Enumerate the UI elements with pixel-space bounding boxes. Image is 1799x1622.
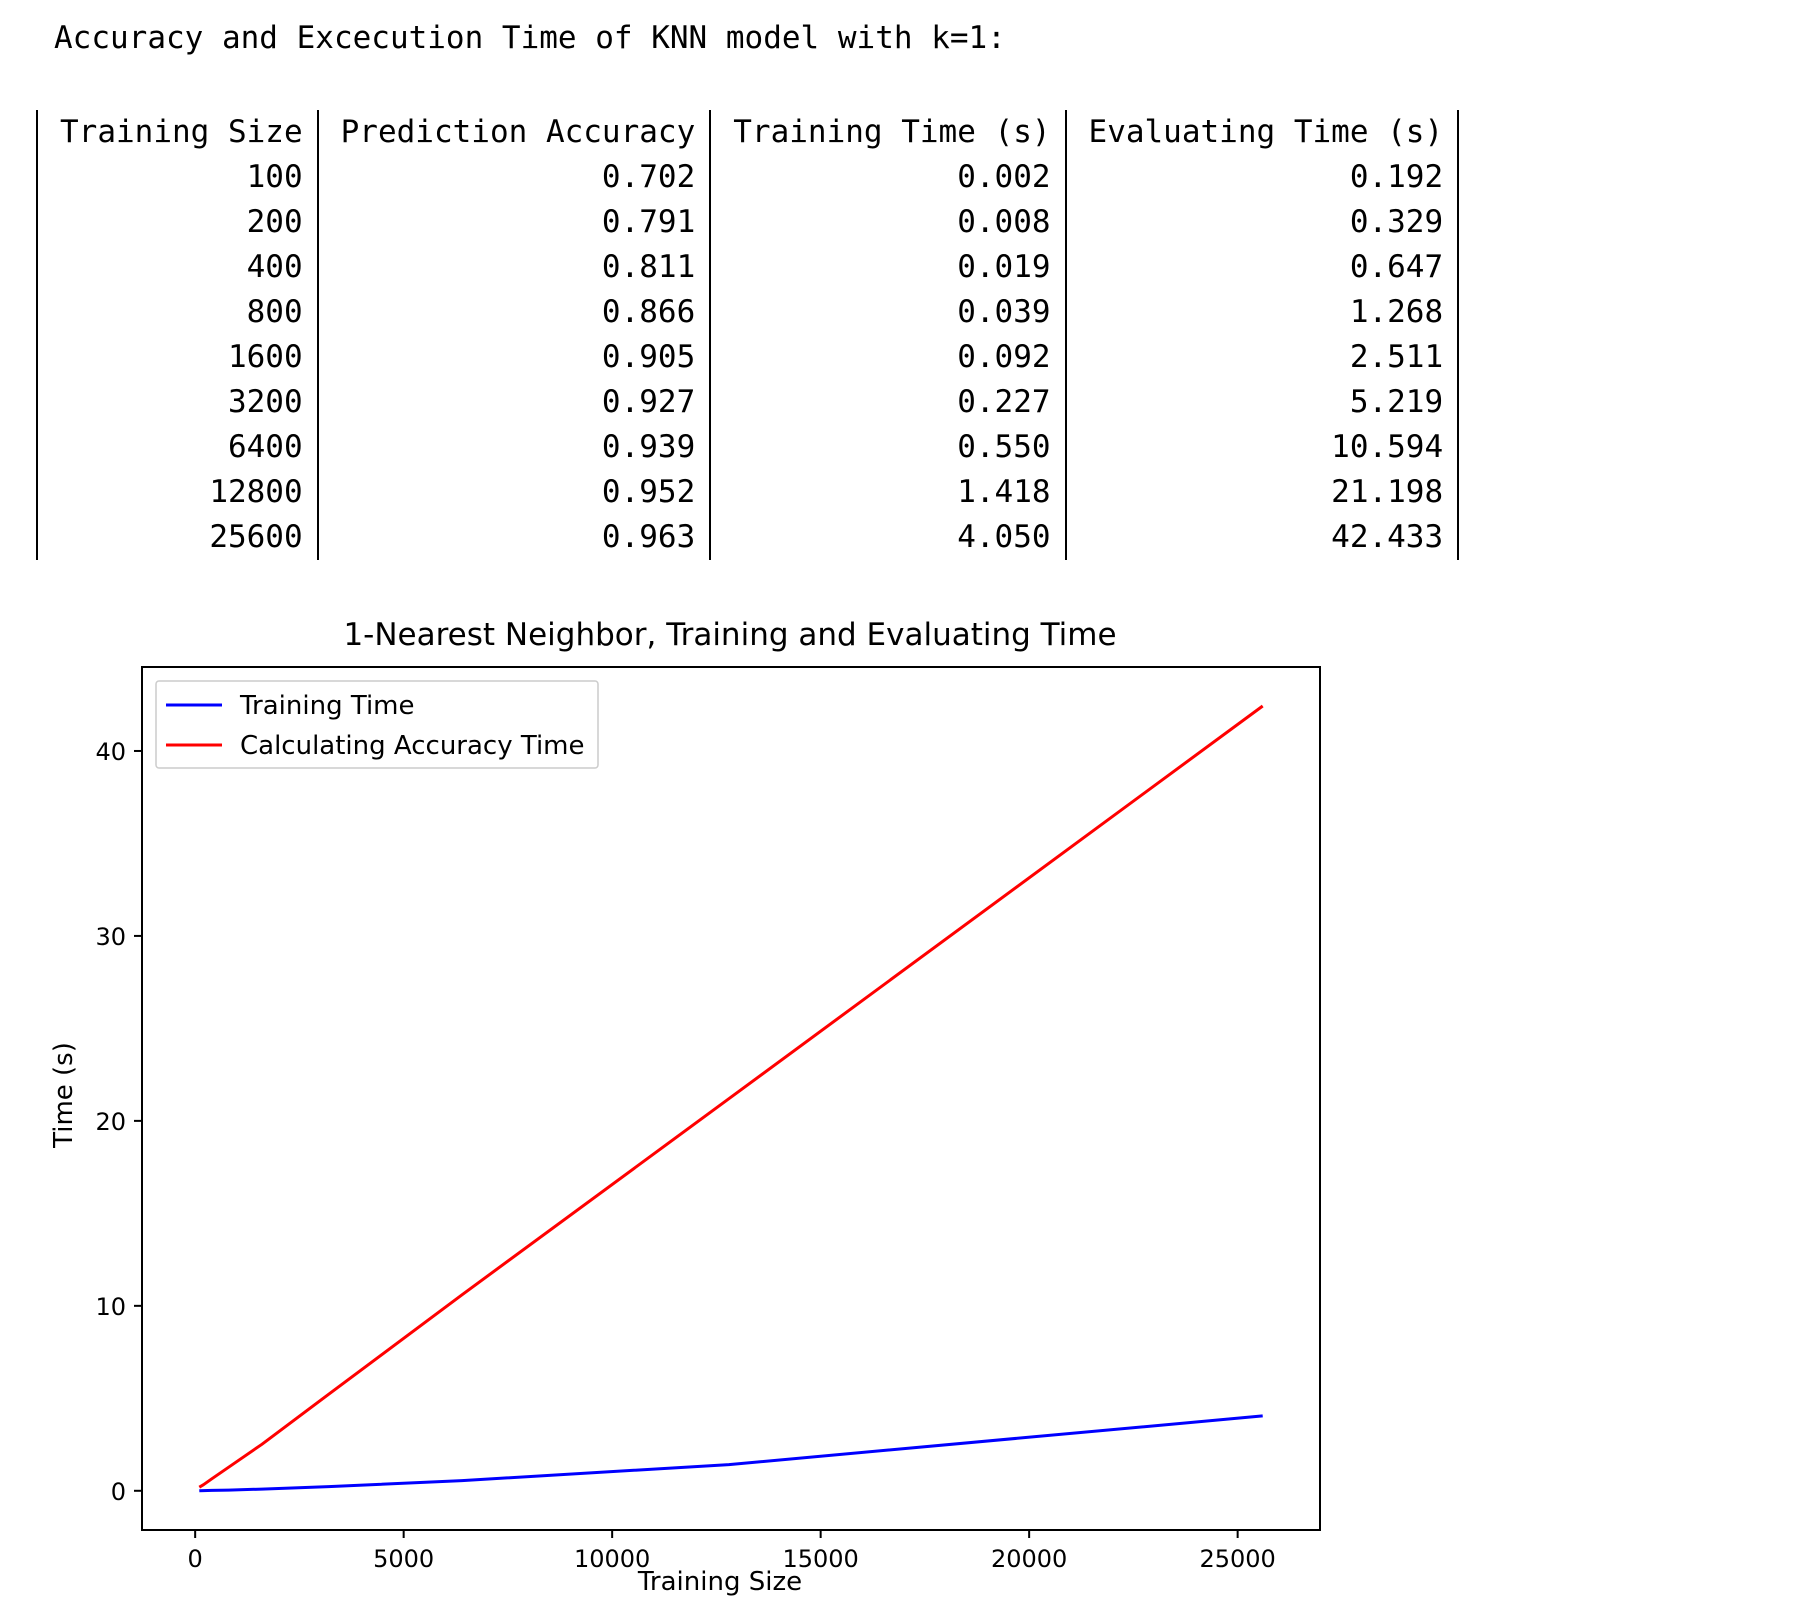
x-tick-label: 25000 bbox=[1199, 1545, 1275, 1573]
table-row: 200 0.791 0.008 0.329 bbox=[36, 200, 1460, 245]
table-row: 100 0.702 0.002 0.192 bbox=[36, 155, 1460, 200]
cell-training-size: 25600 bbox=[36, 515, 318, 560]
x-tick-label: 20000 bbox=[991, 1545, 1067, 1573]
cell-prediction-accuracy: 0.811 bbox=[316, 245, 711, 290]
cell-prediction-accuracy: 0.963 bbox=[316, 515, 711, 560]
cell-training-size: 12800 bbox=[36, 470, 318, 515]
cell-prediction-accuracy: 0.927 bbox=[316, 380, 711, 425]
cell-training-size: 6400 bbox=[36, 425, 318, 470]
header-prediction-accuracy: Prediction Accuracy bbox=[316, 110, 711, 155]
cell-training-time: 0.019 bbox=[709, 245, 1066, 290]
header-evaluating-time: Evaluating Time (s) bbox=[1064, 110, 1460, 155]
cell-training-time: 0.550 bbox=[709, 425, 1066, 470]
cell-training-size: 3200 bbox=[36, 380, 318, 425]
legend-label: Calculating Accuracy Time bbox=[240, 731, 585, 761]
x-tick-label: 15000 bbox=[782, 1545, 858, 1573]
table-row: 25600 0.963 4.050 42.433 bbox=[36, 515, 1460, 560]
cell-training-time: 4.050 bbox=[709, 515, 1066, 560]
cell-training-size: 400 bbox=[36, 245, 318, 290]
table-row: 6400 0.939 0.550 10.594 bbox=[36, 425, 1460, 470]
time-line-chart: 1-Nearest Neighbor, Training and Evaluat… bbox=[49, 617, 1321, 1597]
cell-training-size: 800 bbox=[36, 290, 318, 335]
cell-evaluating-time: 0.329 bbox=[1064, 200, 1460, 245]
x-axis-label: Training Size bbox=[637, 1567, 802, 1597]
table-row: 800 0.866 0.039 1.268 bbox=[36, 290, 1460, 335]
plot-area: 0 5000 10000 15000 20000 25000 0 10 20 30 40 Traini… bbox=[95, 666, 1321, 1573]
cell-prediction-accuracy: 0.791 bbox=[316, 200, 711, 245]
cell-evaluating-time: 0.647 bbox=[1064, 245, 1460, 290]
cell-evaluating-time: 0.192 bbox=[1064, 155, 1460, 200]
y-tick-label: 20 bbox=[95, 1108, 126, 1136]
cell-training-time: 0.039 bbox=[709, 290, 1066, 335]
cell-prediction-accuracy: 0.866 bbox=[316, 290, 711, 335]
table-row: 3200 0.927 0.227 5.219 bbox=[36, 380, 1460, 425]
heading-text: Accuracy and Excecution Time of KNN mode… bbox=[54, 20, 1006, 56]
legend-box bbox=[155, 680, 599, 769]
cell-evaluating-time: 1.268 bbox=[1064, 290, 1460, 335]
series-line-calculating-accuracy-time bbox=[198, 704, 1264, 1489]
legend-label: Training Time bbox=[239, 691, 414, 721]
cell-prediction-accuracy: 0.952 bbox=[316, 470, 711, 515]
axes-frame bbox=[141, 666, 1321, 1531]
header-training-size: Training Size bbox=[36, 110, 318, 155]
x-tick-label: 0 bbox=[188, 1545, 203, 1573]
y-tick-label: 30 bbox=[95, 923, 126, 951]
y-axis-label: Time (s) bbox=[49, 1042, 79, 1149]
results-table: Training Size Prediction Accuracy Traini… bbox=[36, 110, 1460, 560]
series-line-training-time bbox=[199, 1414, 1263, 1493]
cell-training-size: 100 bbox=[36, 155, 318, 200]
cell-prediction-accuracy: 0.702 bbox=[316, 155, 711, 200]
cell-training-time: 0.002 bbox=[709, 155, 1066, 200]
cell-training-time: 0.092 bbox=[709, 335, 1066, 380]
header-training-time: Training Time (s) bbox=[709, 110, 1066, 155]
y-tick-label: 40 bbox=[95, 738, 126, 766]
table-row: 12800 0.952 1.418 21.198 bbox=[36, 470, 1460, 515]
x-tick-label: 10000 bbox=[574, 1545, 650, 1573]
cell-prediction-accuracy: 0.939 bbox=[316, 425, 711, 470]
x-tick-label: 5000 bbox=[373, 1545, 434, 1573]
table-row: 1600 0.905 0.092 2.511 bbox=[36, 335, 1460, 380]
cell-training-time: 1.418 bbox=[709, 470, 1066, 515]
table-row: 400 0.811 0.019 0.647 bbox=[36, 245, 1460, 290]
cell-evaluating-time: 42.433 bbox=[1064, 515, 1460, 560]
cell-prediction-accuracy: 0.905 bbox=[316, 335, 711, 380]
table-body: 100 0.702 0.002 0.192 200 0.791 0.008 0.329 400 0… bbox=[36, 155, 1460, 560]
cell-training-size: 1600 bbox=[36, 335, 318, 380]
cell-evaluating-time: 10.594 bbox=[1064, 425, 1460, 470]
table-header-row: Training Size Prediction Accuracy Traini… bbox=[36, 110, 1460, 155]
y-tick-label: 10 bbox=[95, 1293, 126, 1321]
cell-training-size: 200 bbox=[36, 200, 318, 245]
chart-title: 1-Nearest Neighbor, Training and Evaluat… bbox=[343, 617, 1116, 653]
y-tick-label: 0 bbox=[111, 1478, 126, 1506]
cell-evaluating-time: 2.511 bbox=[1064, 335, 1460, 380]
cell-evaluating-time: 21.198 bbox=[1064, 470, 1460, 515]
cell-training-time: 0.008 bbox=[709, 200, 1066, 245]
cell-evaluating-time: 5.219 bbox=[1064, 380, 1460, 425]
cell-training-time: 0.227 bbox=[709, 380, 1066, 425]
